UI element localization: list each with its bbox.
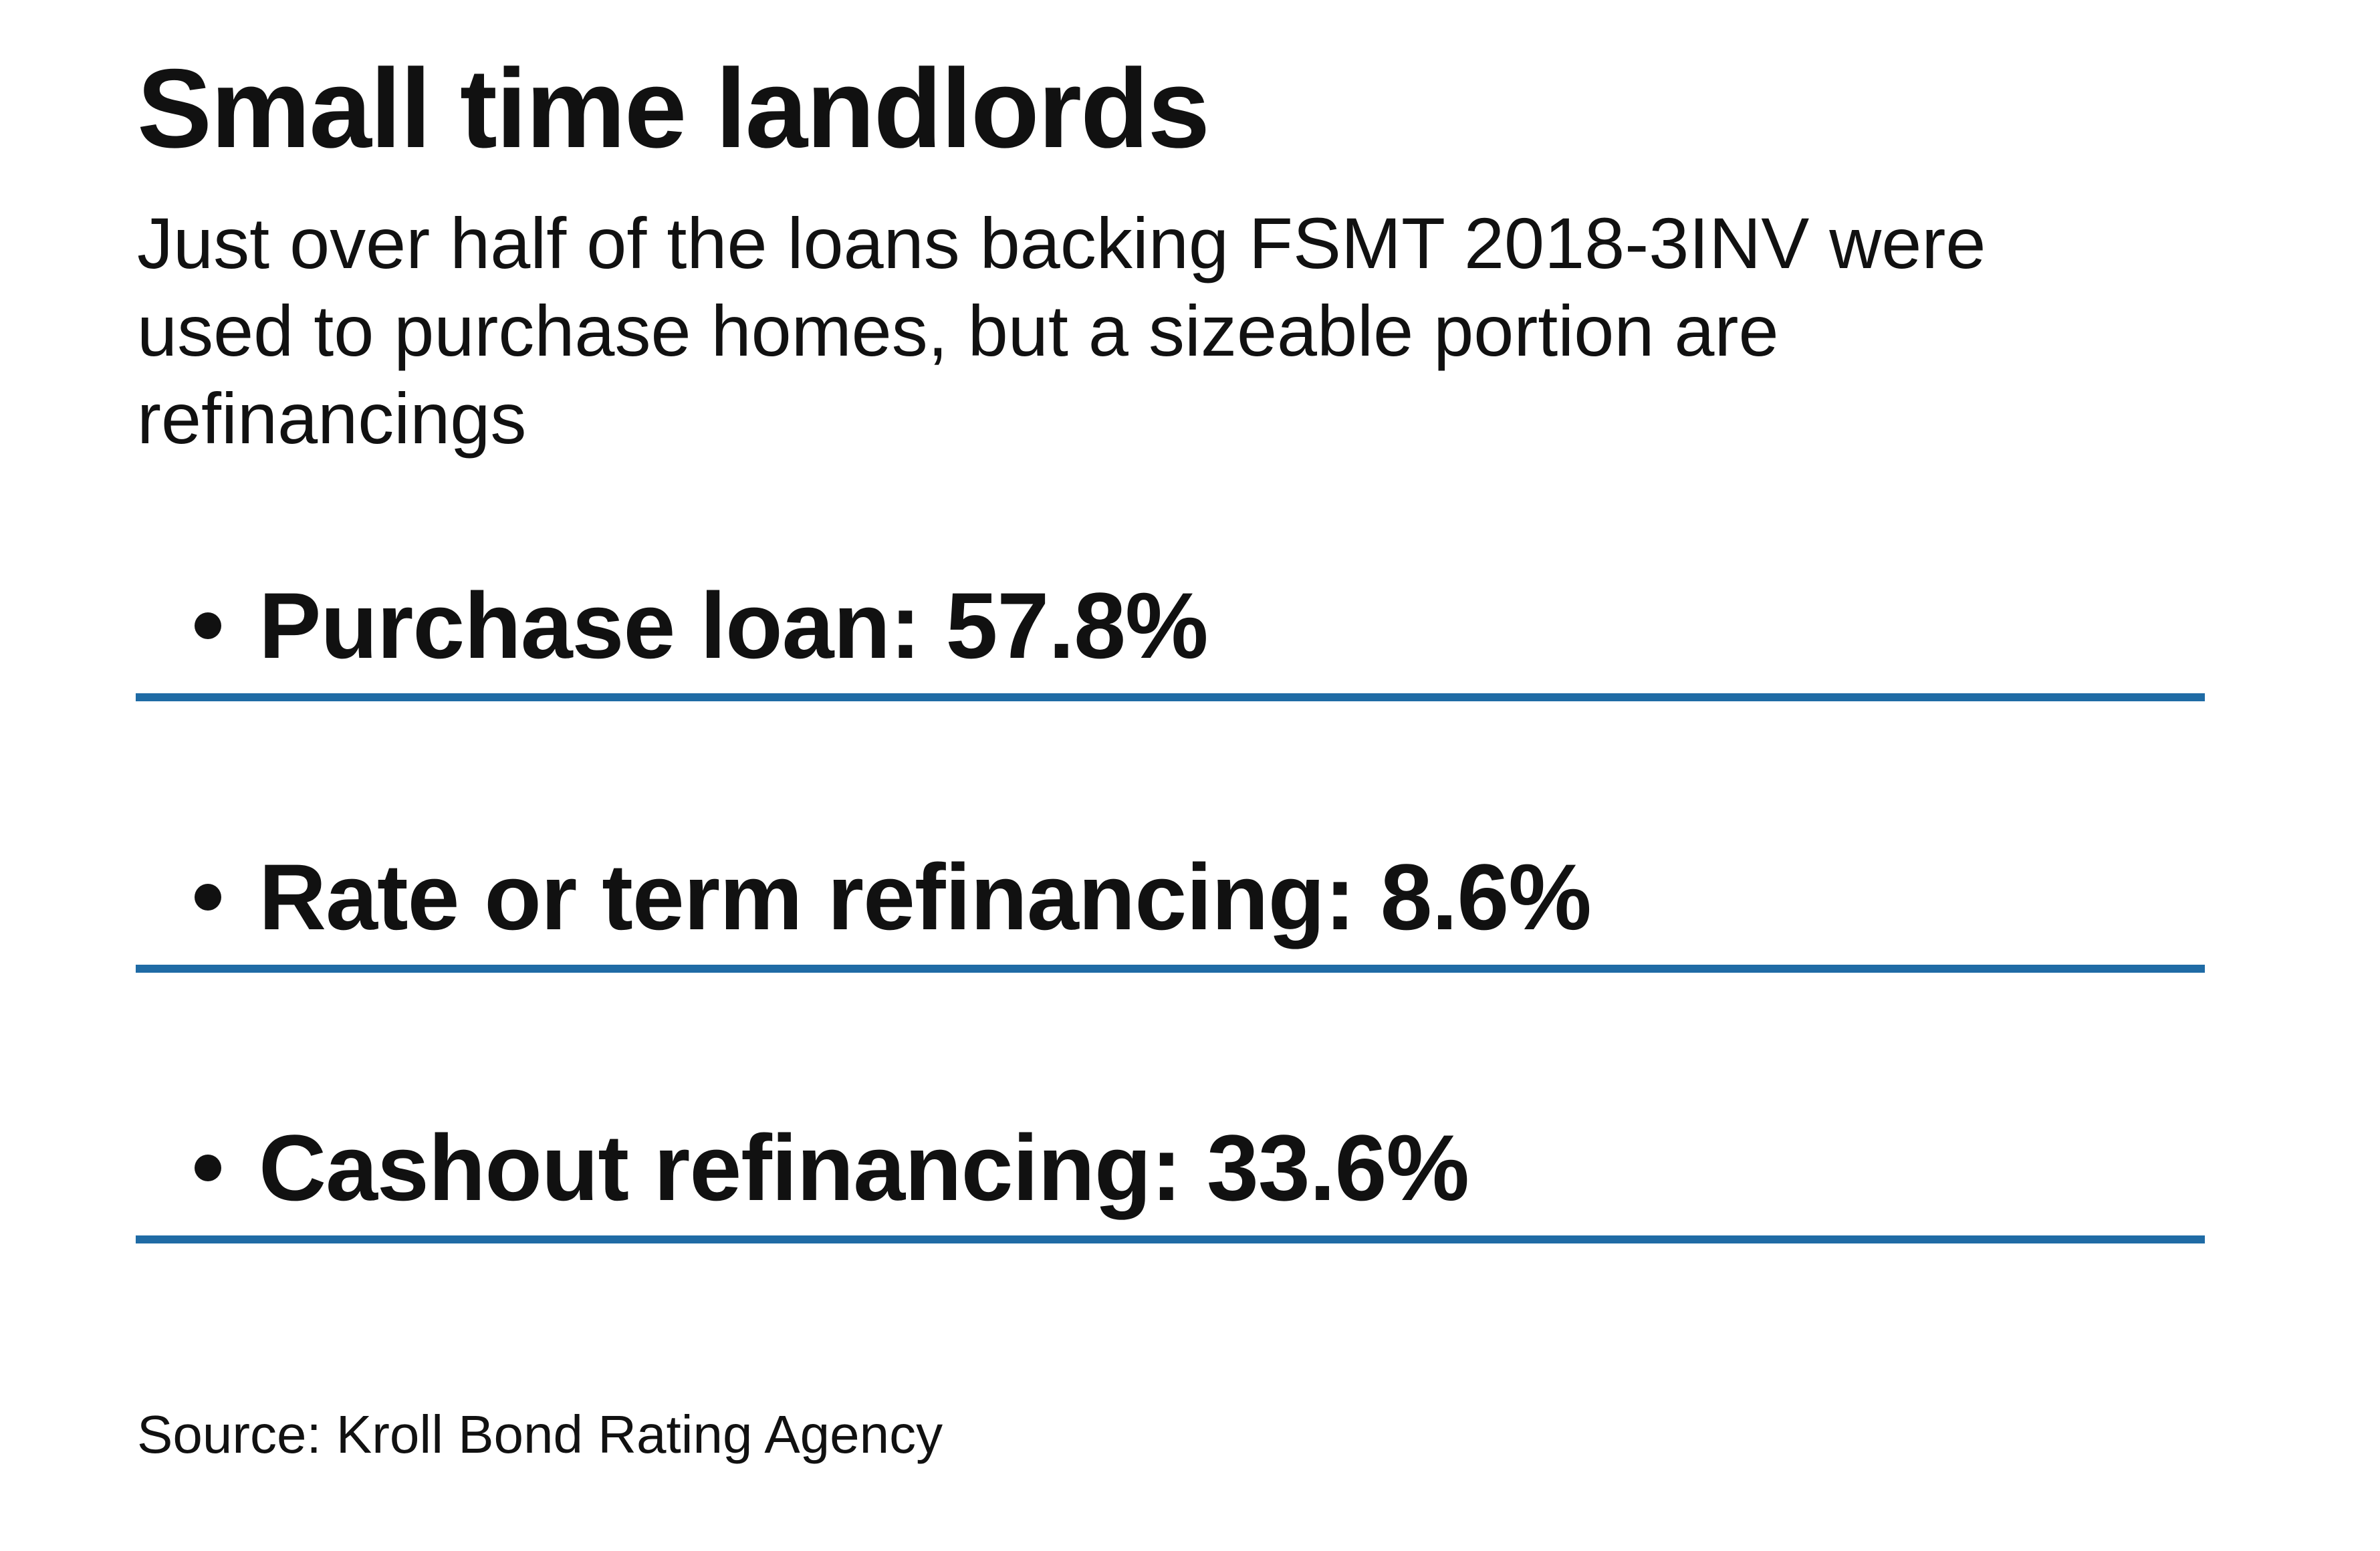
data-row-purchase-loan: Purchase loan: 57.8%: [136, 565, 2205, 701]
data-row-cashout-refinancing: Cashout refinancing: 33.6%: [136, 1107, 2205, 1243]
page-title: Small time landlords: [137, 45, 1210, 171]
subtitle-line: used to purchase homes, but a sizeable p…: [137, 290, 1779, 371]
data-row-rate-or-term-refinancing: Rate or term refinancing: 8.6%: [136, 836, 2205, 973]
subtitle-line: refinancings: [137, 378, 527, 459]
source-note: Source: Kroll Bond Rating Agency: [137, 1405, 943, 1464]
bullet-icon: [195, 612, 221, 639]
data-row-label: Rate or term refinancing: 8.6%: [259, 844, 1592, 949]
data-row-label: Cashout refinancing: 33.6%: [259, 1115, 1469, 1220]
bullet-icon: [195, 884, 221, 911]
page-subtitle: Just over half of the loans backing FSMT…: [137, 199, 1986, 462]
data-row-label: Purchase loan: 57.8%: [259, 573, 1209, 678]
bullet-icon: [195, 1155, 221, 1181]
subtitle-line: Just over half of the loans backing FSMT…: [137, 203, 1986, 283]
